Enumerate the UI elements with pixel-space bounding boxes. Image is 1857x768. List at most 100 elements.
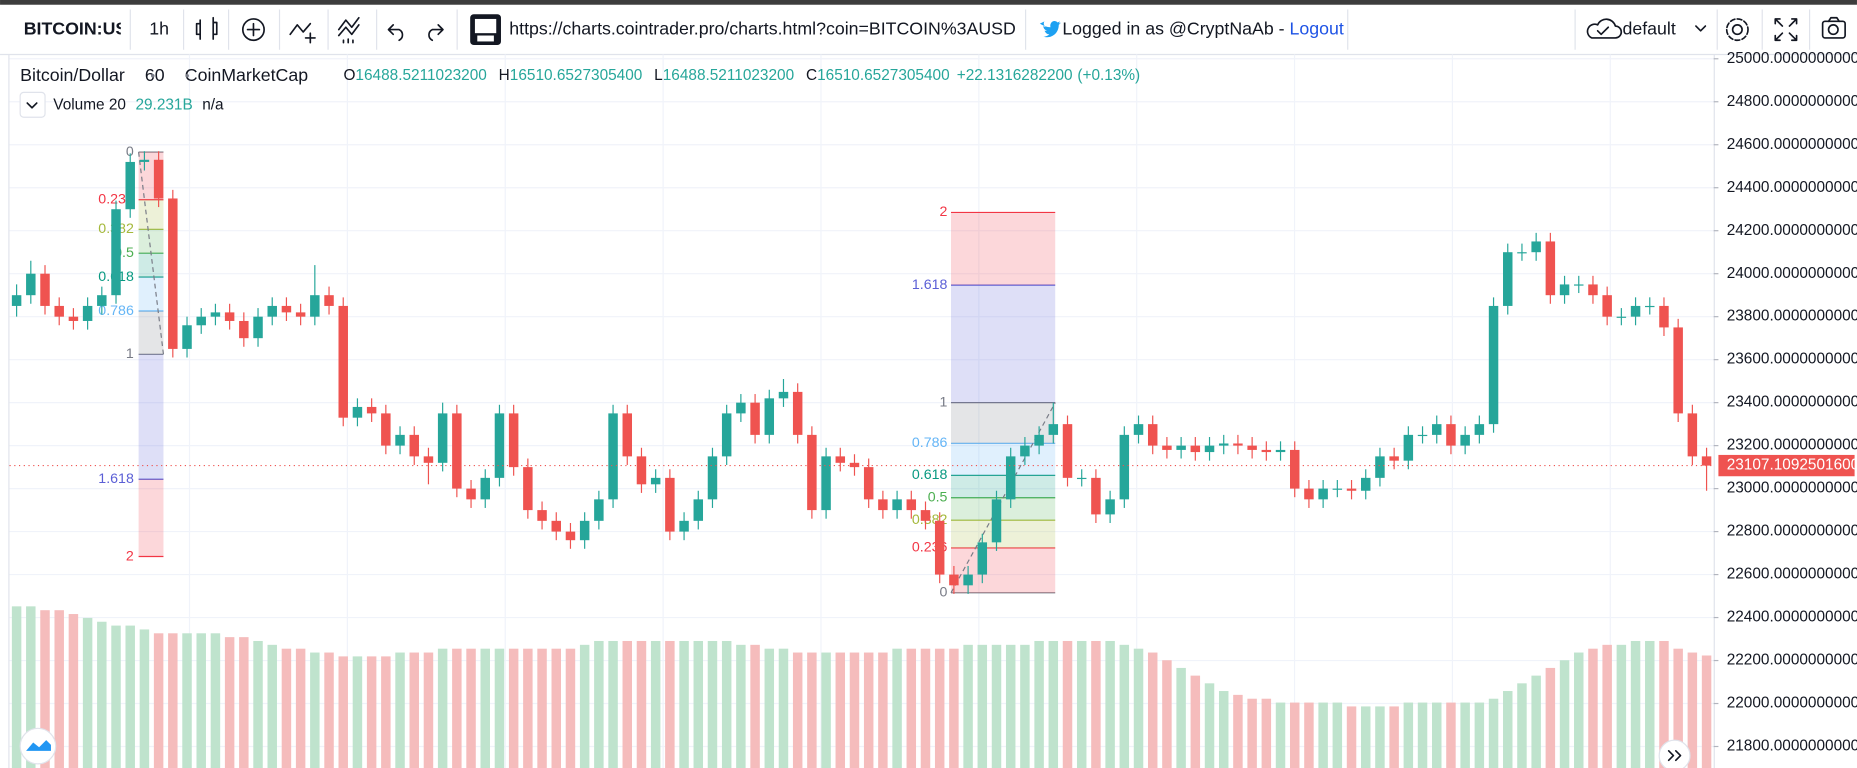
- volume-bar: [991, 644, 1002, 768]
- scroll-to-end-button[interactable]: [1658, 739, 1691, 768]
- legend-title: Bitcoin/Dollar 60 CoinMarketCap: [20, 64, 308, 84]
- candle-body: [721, 413, 732, 457]
- volume-bar: [139, 629, 150, 768]
- candle-body: [210, 312, 221, 317]
- settings-button[interactable]: [1725, 18, 1749, 42]
- volume-bar: [1403, 702, 1414, 768]
- layout-name[interactable]: default: [1622, 18, 1675, 38]
- ohlc-value: 16488.5211023200: [663, 67, 794, 84]
- y-tick-label: 23400.0000000000: [1727, 394, 1857, 411]
- save-layout-button[interactable]: [1586, 18, 1623, 39]
- volume-bar: [537, 648, 547, 768]
- candle-body: [636, 456, 647, 485]
- volume-bar: [82, 617, 93, 768]
- candle-body: [849, 462, 860, 468]
- chart-url[interactable]: https://charts.cointrader.pro/charts.htm…: [509, 18, 1016, 38]
- volume-bar: [352, 656, 363, 768]
- legend-ohlc: O16488.5211023200 H16510.6527305400 L16488…: [343, 67, 1140, 84]
- volume-bar: [1318, 702, 1328, 768]
- volume-bar: [1389, 706, 1399, 768]
- y-tick-label: 21800.0000000000: [1727, 738, 1857, 755]
- volume-bar: [153, 633, 164, 768]
- volume-bar: [324, 652, 334, 768]
- candle-body: [153, 159, 164, 199]
- fib-band: [951, 285, 1056, 403]
- candle-body: [508, 413, 519, 468]
- volume-bar: [934, 648, 945, 768]
- volume-bar: [1659, 640, 1669, 768]
- candle-body: [1574, 284, 1584, 286]
- candle-body: [1432, 424, 1442, 435]
- candle-body: [1602, 295, 1612, 317]
- ohlc-key: O: [343, 67, 355, 84]
- y-tick-label: 22400.0000000000: [1727, 609, 1857, 626]
- fib-level-label: 1: [940, 394, 948, 410]
- y-tick-label: 24200.0000000000: [1727, 222, 1857, 239]
- candle-body: [11, 295, 22, 306]
- candle-body: [267, 305, 277, 317]
- candle-body: [1446, 424, 1456, 446]
- volume-bar: [849, 652, 860, 768]
- candle-body: [778, 391, 789, 399]
- candle-body: [1645, 305, 1655, 308]
- volume-bar: [1375, 706, 1385, 768]
- volume-bar: [1176, 667, 1186, 768]
- y-tick-label: 25000.0000000000: [1727, 50, 1857, 67]
- candle-body: [1673, 327, 1683, 414]
- snapshot-button[interactable]: [1821, 16, 1846, 39]
- templates-button[interactable]: [337, 16, 360, 44]
- volume-bar: [693, 640, 704, 768]
- volume-bar: [1005, 644, 1016, 768]
- logo-button[interactable]: [19, 727, 57, 765]
- candle-body: [1005, 456, 1016, 500]
- symbol-search[interactable]: BITCOIN:USD: [24, 18, 141, 38]
- volume-bar: [594, 640, 604, 768]
- volume-bar: [437, 648, 448, 768]
- undo-button[interactable]: [387, 24, 404, 42]
- volume-bar: [1105, 640, 1115, 768]
- volume-bar: [40, 610, 50, 768]
- volume-bar: [1275, 702, 1286, 768]
- volume-bar: [395, 652, 405, 768]
- layout-menu[interactable]: [1695, 25, 1707, 32]
- legend-toggle[interactable]: [19, 91, 46, 118]
- candle-body: [1261, 449, 1272, 453]
- candle-body: [54, 305, 64, 317]
- y-tick-label: 24800.0000000000: [1727, 93, 1857, 110]
- fib-level-label: 0.786: [98, 303, 134, 319]
- fib-level-label: 0: [940, 585, 948, 601]
- volume-bar: [1119, 644, 1130, 768]
- legend-source: CoinMarketCap: [185, 64, 308, 84]
- volume-bar: [281, 648, 292, 768]
- volume-bar: [1261, 698, 1272, 768]
- fib-band: [951, 547, 1056, 593]
- volume-bar: [1588, 648, 1598, 768]
- volume-bar: [1503, 691, 1513, 768]
- indicators-button[interactable]: [289, 22, 316, 44]
- candle-body: [537, 510, 547, 521]
- volume-bar: [1446, 702, 1456, 768]
- fib-band: [951, 443, 1056, 476]
- volume-bar: [423, 652, 434, 768]
- candle-body: [551, 520, 561, 532]
- candle-body: [1630, 305, 1641, 317]
- fullscreen-button[interactable]: [1774, 18, 1798, 42]
- volume-bar: [26, 606, 36, 768]
- compare-button[interactable]: [241, 18, 265, 42]
- volume-bar: [494, 648, 505, 768]
- candle-body: [324, 295, 334, 306]
- candle-body: [1076, 477, 1087, 480]
- volume-bar: [1488, 698, 1499, 768]
- volume-bar: [1616, 644, 1627, 768]
- logout-link[interactable]: Logout: [1290, 18, 1344, 38]
- volume-bar: [878, 652, 888, 768]
- volume-bar: [1687, 652, 1698, 768]
- chart-style-button[interactable]: [195, 16, 218, 40]
- volume-bar: [1574, 652, 1584, 768]
- interval-button[interactable]: 1h: [149, 18, 169, 38]
- candle-body: [1659, 305, 1669, 328]
- candle-body: [1332, 488, 1343, 490]
- candle-body: [920, 510, 931, 521]
- volume-bar: [125, 625, 135, 768]
- volume-bar: [1147, 652, 1158, 768]
